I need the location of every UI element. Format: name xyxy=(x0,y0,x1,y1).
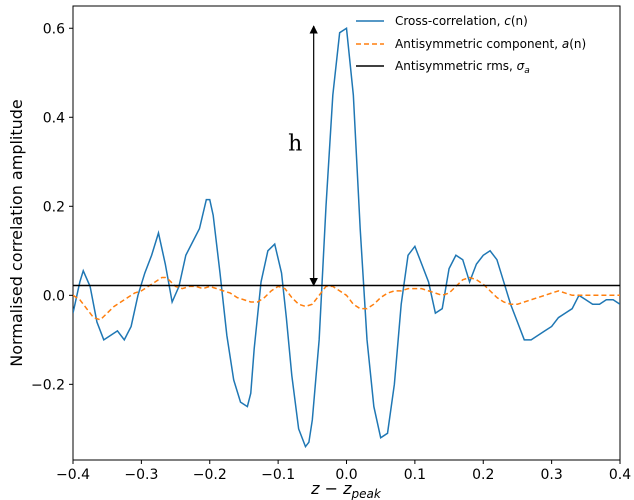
legend-label-antisymmetric-component: Antisymmetric component, a(n) xyxy=(395,37,586,51)
x-tick-label: 0.0 xyxy=(335,467,357,483)
legend-label-cross-correlation: Cross-correlation, c(n) xyxy=(395,14,528,28)
x-tick-label: 0.2 xyxy=(472,467,494,483)
x-tick-label: 0.3 xyxy=(540,467,562,483)
x-tick-label: 0.1 xyxy=(404,467,426,483)
y-axis-ticks: −0.2 0.0 0.2 0.4 0.6 xyxy=(31,21,73,393)
x-tick-label: −0.3 xyxy=(124,467,158,483)
x-axis-ticks: −0.4 −0.3 −0.2 −0.1 0.0 0.1 0.2 0.3 0.4 xyxy=(56,460,631,483)
x-tick-label: −0.1 xyxy=(261,467,295,483)
y-tick-label: 0.4 xyxy=(43,110,65,126)
cross-correlation-line xyxy=(73,26,620,449)
legend: Cross-correlation, c(n) Antisymmetric co… xyxy=(356,14,586,76)
legend-label-antisymmetric-rms: Antisymmetric rms, σa xyxy=(395,59,530,76)
plot-frame xyxy=(72,5,621,461)
y-tick-label: 0.0 xyxy=(43,288,65,304)
y-tick-label: 0.2 xyxy=(43,199,65,215)
antisymmetric-component-line xyxy=(73,276,620,321)
height-label: h xyxy=(288,132,302,157)
y-tick-label: −0.2 xyxy=(31,377,65,393)
x-axis-label: z − zpeak xyxy=(310,479,382,500)
x-tick-label: −0.2 xyxy=(193,467,227,483)
x-tick-label: −0.4 xyxy=(56,467,90,483)
x-tick-label: 0.4 xyxy=(609,467,631,483)
y-tick-label: 0.6 xyxy=(43,21,65,37)
y-axis-label: Normalised correlation amplitude xyxy=(7,99,26,367)
